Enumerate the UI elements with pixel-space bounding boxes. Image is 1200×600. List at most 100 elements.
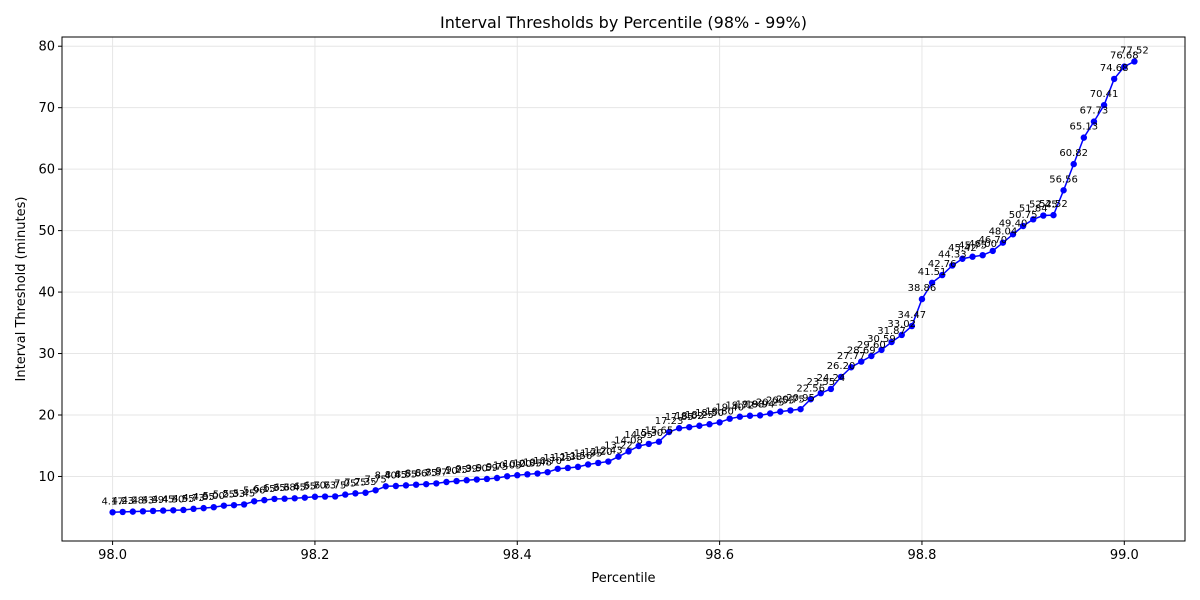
data-label: 11.56 bbox=[564, 451, 593, 462]
data-point bbox=[261, 496, 268, 504]
data-label: 6.55 bbox=[294, 482, 316, 493]
data-label: 48.04 bbox=[989, 227, 1018, 238]
data-point bbox=[807, 396, 814, 403]
data-point bbox=[159, 507, 167, 514]
data-point bbox=[1110, 75, 1118, 83]
data-point bbox=[423, 480, 430, 488]
data-point bbox=[483, 475, 491, 483]
data-label: 19.72 bbox=[726, 401, 755, 412]
data-point bbox=[756, 412, 764, 419]
data-label: 6.35 bbox=[263, 483, 285, 494]
data-label: 38.86 bbox=[908, 283, 937, 294]
data-point bbox=[230, 501, 238, 509]
data-point bbox=[959, 255, 966, 262]
data-label: 18.25 bbox=[685, 410, 714, 421]
data-label: 6.70 bbox=[304, 481, 326, 492]
data-label: 76.68 bbox=[1110, 51, 1139, 62]
data-point bbox=[362, 489, 369, 496]
data-point bbox=[180, 506, 187, 514]
data-label: 46.70 bbox=[978, 235, 1007, 246]
data-point bbox=[827, 385, 835, 393]
data-point bbox=[817, 389, 824, 397]
data-label: 5.96 bbox=[243, 485, 265, 496]
data-label: 77.52 bbox=[1120, 45, 1149, 56]
data-label: 20.25 bbox=[756, 397, 785, 408]
data-point bbox=[645, 440, 652, 448]
data-point bbox=[989, 247, 996, 255]
data-label: 9.39 bbox=[456, 464, 478, 475]
data-point bbox=[190, 505, 197, 513]
y-tick-label: 30 bbox=[38, 347, 55, 362]
data-point bbox=[938, 271, 946, 279]
data-label: 20.75 bbox=[776, 394, 805, 405]
data-point bbox=[524, 471, 531, 478]
data-point bbox=[564, 464, 572, 472]
data-point bbox=[595, 459, 602, 467]
data-label: 24.24 bbox=[817, 373, 846, 384]
x-tick-label: 98.0 bbox=[98, 548, 127, 563]
data-label: 12.20 bbox=[584, 447, 613, 458]
data-point bbox=[746, 412, 754, 419]
data-point bbox=[1070, 160, 1077, 168]
data-label: 19.94 bbox=[746, 399, 775, 410]
x-axis-label: Percentile bbox=[591, 571, 655, 586]
data-label: 8.75 bbox=[415, 468, 437, 479]
data-label: 7.25 bbox=[344, 477, 366, 488]
data-point bbox=[969, 253, 976, 260]
data-label: 51.84 bbox=[1019, 203, 1048, 214]
data-point bbox=[1019, 222, 1027, 230]
data-label: 8.45 bbox=[385, 470, 407, 481]
data-point bbox=[342, 491, 349, 498]
data-label: 4.17 bbox=[101, 496, 123, 507]
y-tick-label: 80 bbox=[38, 40, 55, 55]
data-label: 42.76 bbox=[928, 259, 957, 270]
data-point bbox=[949, 262, 956, 269]
plot-area bbox=[61, 36, 1186, 542]
data-label: 4.85 bbox=[193, 492, 215, 503]
y-axis-label: Interval Threshold (minutes) bbox=[14, 197, 29, 382]
data-point bbox=[868, 352, 875, 360]
data-point bbox=[291, 495, 298, 502]
data-point bbox=[271, 495, 278, 503]
data-label: 10.70 bbox=[533, 456, 562, 467]
data-label: 13.22 bbox=[604, 441, 633, 452]
y-tick-label: 40 bbox=[38, 286, 55, 301]
data-point bbox=[372, 487, 379, 494]
data-point bbox=[979, 251, 986, 259]
data-label: 11.25 bbox=[543, 453, 572, 464]
data-label: 9.59 bbox=[476, 463, 498, 474]
data-label: 9.75 bbox=[486, 462, 508, 473]
data-label: 18.80 bbox=[705, 406, 734, 417]
data-point bbox=[665, 428, 673, 436]
data-point bbox=[675, 425, 683, 432]
y-tick-label: 60 bbox=[38, 163, 55, 178]
data-label: 8.87 bbox=[425, 467, 447, 478]
data-point bbox=[1080, 134, 1088, 141]
data-label: 19.40 bbox=[715, 403, 744, 414]
data-point bbox=[908, 322, 916, 330]
data-labels: 4.174.234.284.334.394.454.504.554.734.85… bbox=[101, 45, 1148, 507]
data-label: 70.41 bbox=[1090, 89, 1119, 100]
y-tick-label: 10 bbox=[38, 470, 55, 485]
data-point bbox=[1009, 231, 1017, 238]
data-point bbox=[888, 338, 895, 346]
data-point bbox=[473, 476, 481, 483]
data-label: 15.30 bbox=[634, 428, 663, 439]
data-point bbox=[858, 358, 865, 365]
data-point bbox=[301, 494, 309, 501]
data-point bbox=[352, 490, 359, 497]
data-point bbox=[170, 507, 177, 514]
data-label: 7.35 bbox=[354, 477, 376, 488]
data-label: 10.20 bbox=[503, 459, 532, 470]
data-label: 9.10 bbox=[435, 466, 457, 477]
data-label: 14.95 bbox=[624, 430, 653, 441]
data-label: 28.69 bbox=[847, 346, 876, 357]
data-point bbox=[1121, 63, 1128, 70]
data-point bbox=[898, 331, 905, 339]
data-label: 4.39 bbox=[142, 495, 164, 506]
data-label: 7.75 bbox=[364, 474, 386, 485]
x-tick-label: 99.0 bbox=[1110, 548, 1139, 563]
data-label: 14.08 bbox=[614, 435, 643, 446]
data-label: 4.23 bbox=[112, 496, 134, 507]
data-point bbox=[433, 480, 440, 487]
